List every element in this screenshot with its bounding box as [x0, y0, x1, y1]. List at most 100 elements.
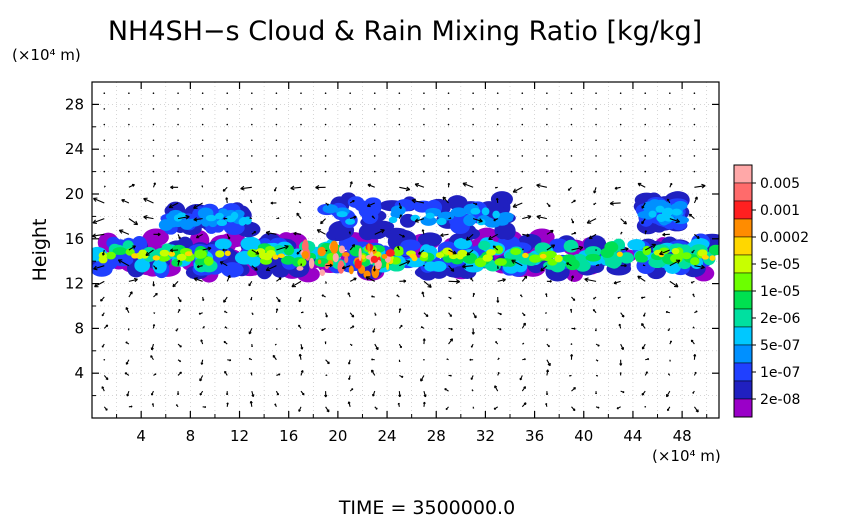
wind-vector: [347, 292, 351, 298]
wind-vector: [373, 249, 376, 252]
wind-vector: [177, 359, 182, 363]
y-tick-label: 8: [74, 319, 84, 337]
wind-vector: [300, 370, 304, 376]
cloud-cell: [708, 244, 719, 256]
wind-vector: [609, 201, 621, 206]
cloud-cell: [322, 204, 338, 214]
wind-vector: [669, 340, 672, 345]
wind-vector: [421, 291, 425, 298]
wind-vector: [224, 370, 228, 376]
cloud-cell: [272, 254, 279, 260]
wind-vector: [472, 218, 483, 223]
wind-vector: [669, 296, 671, 298]
wind-vector: [447, 182, 451, 188]
wind-vector: [521, 155, 524, 157]
wind-vector: [273, 187, 277, 192]
wind-vector: [619, 155, 622, 157]
wind-vector: [275, 170, 278, 173]
wind-vector: [251, 390, 255, 398]
wind-vector: [472, 312, 477, 319]
wind-vector: [93, 197, 105, 204]
wind-vector: [666, 390, 671, 398]
cloud-cell: [112, 247, 128, 256]
wind-vector: [586, 218, 597, 224]
wind-vector: [588, 233, 597, 240]
wind-vector: [465, 233, 474, 241]
wind-vector: [644, 92, 647, 94]
wind-vector: [471, 389, 474, 392]
wind-vector: [128, 139, 130, 142]
wind-vector: [298, 406, 302, 412]
wind-vector: [172, 280, 179, 288]
wind-vector: [595, 155, 597, 157]
wind-vector: [298, 324, 302, 329]
wind-vector: [447, 123, 450, 126]
wind-vector: [617, 296, 621, 299]
wind-vector: [619, 170, 622, 173]
wind-vector: [496, 297, 500, 303]
wind-vector: [300, 311, 304, 314]
wind-vector: [103, 108, 106, 110]
wind-vector: [324, 108, 327, 110]
wind-vector: [225, 197, 229, 204]
y-tick-label: 28: [65, 95, 84, 113]
wind-vector: [152, 155, 155, 157]
cloud-core-cell: [385, 249, 395, 257]
wind-vector: [372, 328, 376, 333]
wind-vector: [128, 183, 135, 188]
wind-vector: [373, 139, 376, 142]
cloud-cell: [585, 253, 601, 262]
wind-vector: [153, 265, 158, 270]
wind-vector: [300, 343, 304, 350]
wind-vector: [423, 312, 429, 318]
wind-vector: [492, 245, 499, 251]
colorbar-label: 5e-05: [760, 257, 800, 273]
wind-vector: [225, 391, 229, 396]
x-tick-label: 48: [673, 427, 692, 445]
wind-vector: [637, 275, 646, 282]
cloud-cell: [394, 245, 404, 255]
wind-vector: [414, 218, 425, 223]
cloud-cell: [436, 217, 447, 226]
wind-vector: [223, 340, 228, 345]
wind-vector: [251, 265, 258, 271]
wind-vector: [620, 247, 629, 252]
wind-vector: [423, 123, 425, 126]
cloud-cell: [663, 208, 673, 216]
wind-vector: [150, 390, 154, 396]
cloud-core-cell: [330, 240, 339, 254]
wind-vector: [448, 374, 452, 377]
wind-vector: [366, 202, 375, 208]
wind-vector: [570, 343, 573, 345]
wind-vector: [546, 139, 548, 142]
wind-vector: [201, 170, 204, 173]
wind-vector: [226, 234, 231, 240]
colorbar-label: 0.005: [760, 176, 800, 192]
wind-vector: [201, 92, 204, 94]
cloud-core-cell: [301, 250, 309, 259]
cloud-cell: [627, 239, 646, 251]
cloud-cell: [492, 210, 500, 219]
wind-vector: [546, 123, 548, 126]
wind-vector: [201, 123, 204, 126]
wind-vector: [275, 328, 278, 330]
wind-vector: [226, 123, 229, 126]
wind-vector: [152, 108, 155, 110]
wind-vector: [422, 338, 426, 345]
wind-vector: [128, 218, 139, 226]
wind-vector: [522, 342, 525, 345]
wind-vector: [201, 155, 204, 157]
cloud-core-cell: [344, 255, 349, 264]
wind-vector: [669, 259, 681, 267]
colorbar-swatch: [733, 362, 753, 382]
wind-vector: [152, 324, 156, 329]
cloud-cell: [168, 251, 176, 257]
wind-vector: [669, 182, 673, 188]
cloud-cell: [184, 251, 193, 257]
colorbar-swatch: [733, 164, 753, 184]
cloud-cell: [522, 252, 529, 259]
wind-vector: [349, 155, 351, 157]
colorbar-label: 0.001: [760, 203, 800, 219]
wind-vector: [103, 185, 106, 188]
